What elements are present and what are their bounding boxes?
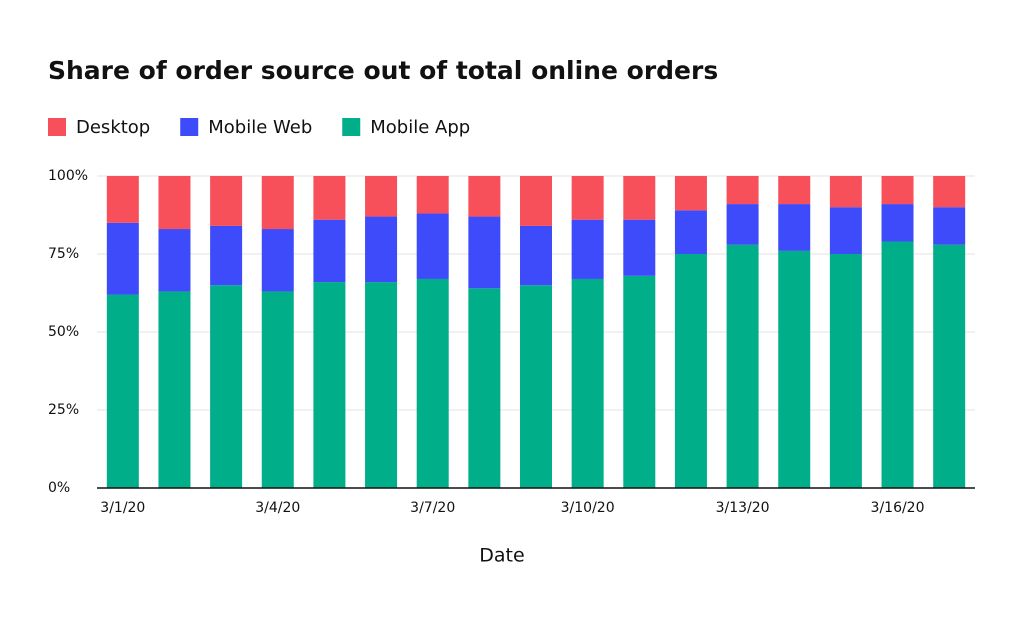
y-tick-label: 100% bbox=[48, 168, 88, 184]
y-tick-label: 0% bbox=[48, 480, 70, 496]
x-tick-label: 3/1/20 bbox=[100, 500, 145, 516]
bar-segment bbox=[674, 176, 707, 211]
legend-swatch bbox=[342, 118, 361, 136]
x-tick-label: 3/16/20 bbox=[871, 500, 925, 516]
bar-segment bbox=[623, 275, 656, 488]
bar-segment bbox=[726, 244, 759, 488]
bar-segment bbox=[416, 213, 449, 279]
bar-segment bbox=[468, 176, 501, 217]
legend-label: Mobile Web bbox=[208, 117, 312, 138]
bar-segment bbox=[571, 176, 604, 220]
bar-segment bbox=[261, 291, 294, 488]
bar-segment bbox=[106, 176, 139, 223]
x-tick-label: 3/4/20 bbox=[255, 500, 300, 516]
x-axis-title: Date bbox=[479, 545, 524, 567]
bar-segment bbox=[106, 222, 139, 295]
bar-segment bbox=[158, 176, 191, 230]
bar-segment bbox=[778, 250, 811, 488]
bar-segment bbox=[520, 176, 552, 226]
bar-segment bbox=[416, 176, 449, 214]
bar-segment bbox=[261, 229, 294, 292]
bar-segment bbox=[933, 176, 966, 208]
bar-segment bbox=[778, 204, 811, 251]
bar-segment bbox=[313, 282, 346, 488]
bar-segment bbox=[571, 219, 604, 279]
bar-segment bbox=[261, 176, 294, 230]
bar-segment bbox=[313, 219, 346, 283]
bar-segment bbox=[468, 216, 501, 289]
bar-segment bbox=[829, 207, 862, 254]
bar-segment bbox=[158, 291, 191, 488]
bar-segment bbox=[365, 282, 398, 488]
bar-segment bbox=[829, 176, 862, 208]
bar-segment bbox=[106, 294, 139, 488]
bar-segment bbox=[674, 254, 707, 488]
bar-segment bbox=[313, 176, 346, 220]
bar-segment bbox=[881, 176, 914, 205]
bar-segment bbox=[210, 225, 243, 286]
bar-segment bbox=[881, 204, 914, 242]
legend-label: Desktop bbox=[76, 117, 150, 138]
bar-segment bbox=[416, 278, 449, 488]
bar-segment bbox=[623, 176, 656, 220]
legend-label: Mobile App bbox=[370, 117, 470, 138]
bar-segment bbox=[829, 254, 862, 488]
bar-segment bbox=[520, 285, 552, 488]
x-tick-label: 3/7/20 bbox=[410, 500, 455, 516]
bar-segment bbox=[623, 219, 656, 276]
bar-segment bbox=[726, 176, 759, 205]
bar-segment bbox=[881, 241, 914, 488]
chart-title: Share of order source out of total onlin… bbox=[48, 56, 718, 85]
y-tick-label: 25% bbox=[48, 402, 79, 418]
bar-segment bbox=[158, 229, 191, 292]
bar-segment bbox=[674, 210, 707, 254]
bar-segment bbox=[365, 216, 398, 283]
bar-segment bbox=[726, 204, 759, 245]
bar-segment bbox=[778, 176, 811, 205]
bar-segment bbox=[210, 285, 243, 488]
y-tick-label: 75% bbox=[48, 246, 79, 262]
bar-segment bbox=[365, 176, 398, 217]
legend-swatch bbox=[48, 118, 66, 136]
bar-segment bbox=[933, 244, 966, 488]
x-tick-label: 3/13/20 bbox=[716, 500, 770, 516]
bar-segment bbox=[933, 207, 966, 245]
bar-segment bbox=[210, 176, 243, 226]
bar-segment bbox=[520, 225, 552, 286]
bar-segment bbox=[571, 278, 604, 488]
y-tick-label: 50% bbox=[48, 324, 79, 340]
bar-segment bbox=[468, 288, 501, 488]
x-tick-label: 3/10/20 bbox=[561, 500, 615, 516]
legend-swatch bbox=[180, 118, 199, 136]
